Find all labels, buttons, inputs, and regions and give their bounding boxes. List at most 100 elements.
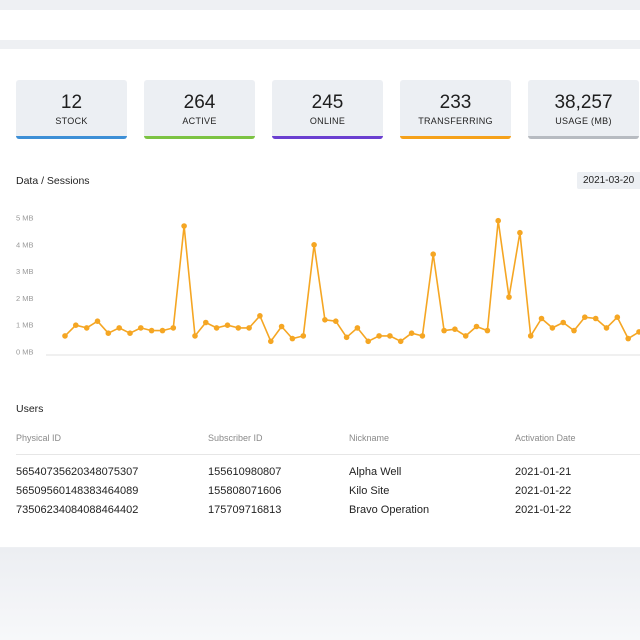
- stat-label: USAGE (MB): [555, 116, 612, 126]
- cell-activation-date: 2021-01-22: [515, 484, 572, 497]
- data-point[interactable]: [484, 327, 491, 334]
- data-point[interactable]: [73, 322, 79, 328]
- y-tick-label: 5 MB: [16, 214, 34, 223]
- data-point[interactable]: [625, 335, 631, 342]
- stat-label: ONLINE: [309, 116, 346, 126]
- data-point[interactable]: [419, 333, 426, 339]
- data-point[interactable]: [268, 338, 274, 345]
- data-point[interactable]: [571, 327, 577, 334]
- y-tick-label: 4 MB: [16, 240, 34, 249]
- users-table: Physical ID Subscriber ID Nickname Activ…: [16, 433, 640, 520]
- y-tick-label: 1 MB: [16, 321, 34, 330]
- page-background-bottom: [0, 548, 640, 640]
- stat-card-online[interactable]: 245 ONLINE: [272, 80, 383, 139]
- data-point[interactable]: [376, 333, 382, 339]
- data-point[interactable]: [495, 217, 502, 224]
- data-point[interactable]: [354, 325, 361, 331]
- table-row[interactable]: 73506234084088464402 175709716813 Bravo …: [16, 501, 640, 521]
- data-point[interactable]: [192, 333, 198, 339]
- data-point[interactable]: [592, 315, 599, 322]
- top-bar: [0, 10, 640, 40]
- data-point[interactable]: [213, 325, 220, 331]
- data-point[interactable]: [148, 327, 155, 334]
- data-point[interactable]: [333, 318, 339, 324]
- cell-activation-date: 2021-01-21: [515, 465, 572, 478]
- column-header-subscriber-id[interactable]: Subscriber ID: [208, 433, 349, 455]
- data-point[interactable]: [387, 333, 393, 339]
- cell-subscriber-id: 155610980807: [208, 465, 282, 478]
- data-point[interactable]: [582, 314, 588, 320]
- data-point[interactable]: [159, 327, 166, 334]
- y-tick-label: 0 MB: [16, 348, 34, 357]
- data-point[interactable]: [636, 329, 640, 335]
- stat-value: 38,257: [554, 92, 613, 113]
- cell-physical-id: 56540735620348075307: [16, 465, 139, 478]
- data-point[interactable]: [116, 325, 122, 331]
- data-point[interactable]: [105, 330, 112, 336]
- stat-card-stock[interactable]: 12 STOCK: [16, 80, 127, 139]
- sessions-line-chart: 0 MB 1 MB 2 MB 3 MB 4 MB 5 MB: [16, 214, 640, 357]
- data-point[interactable]: [127, 330, 133, 336]
- data-point[interactable]: [235, 325, 242, 331]
- table-row[interactable]: 56540735620348075307 155610980807 Alpha …: [16, 454, 640, 481]
- chart-title: Data / Sessions: [16, 175, 90, 187]
- data-point[interactable]: [311, 242, 317, 248]
- cell-physical-id: 73506234084088464402: [16, 504, 139, 517]
- data-point[interactable]: [408, 330, 415, 336]
- y-tick-label: 3 MB: [16, 267, 34, 276]
- data-point[interactable]: [549, 325, 556, 331]
- data-point[interactable]: [181, 223, 187, 229]
- cell-nickname: Alpha Well: [349, 465, 402, 478]
- cell-subscriber-id: 175709716813: [208, 504, 282, 517]
- data-point[interactable]: [614, 314, 621, 320]
- data-point[interactable]: [462, 333, 469, 339]
- data-point[interactable]: [538, 315, 545, 322]
- data-point[interactable]: [246, 325, 252, 331]
- data-point[interactable]: [560, 319, 566, 326]
- data-point[interactable]: [343, 334, 350, 341]
- data-point[interactable]: [138, 325, 144, 331]
- date-picker[interactable]: 2021-03-20: [577, 172, 640, 189]
- stat-label: TRANSFERRING: [418, 116, 493, 126]
- column-header-physical-id[interactable]: Physical ID: [16, 433, 208, 455]
- cell-nickname: Bravo Operation: [349, 504, 430, 517]
- data-point[interactable]: [365, 338, 372, 345]
- data-point[interactable]: [430, 251, 437, 257]
- stat-card-transferring[interactable]: 233 TRANSFERRING: [400, 80, 511, 139]
- data-point[interactable]: [603, 325, 610, 331]
- stat-card-active[interactable]: 264 ACTIVE: [144, 80, 255, 139]
- data-point[interactable]: [300, 333, 307, 339]
- stat-value: 264: [183, 92, 216, 113]
- data-point[interactable]: [62, 333, 68, 339]
- data-point[interactable]: [506, 294, 512, 300]
- data-point[interactable]: [224, 322, 231, 328]
- data-point[interactable]: [170, 325, 177, 331]
- data-point[interactable]: [397, 338, 404, 345]
- table-row[interactable]: 56509560148383464089 155808071606 Kilo S…: [16, 481, 640, 501]
- dashboard-panel: 12 STOCK 264 ACTIVE 245 ONLINE 233 TRANS…: [0, 49, 640, 547]
- data-points: [62, 217, 640, 345]
- data-point[interactable]: [473, 323, 480, 330]
- series-line: [64, 219, 640, 343]
- stat-value: 233: [439, 92, 472, 113]
- cell-nickname: Kilo Site: [349, 484, 390, 497]
- data-point[interactable]: [203, 319, 209, 326]
- data-point[interactable]: [257, 313, 263, 319]
- cell-subscriber-id: 155808071606: [208, 484, 282, 497]
- y-axis: 0 MB 1 MB 2 MB 3 MB 4 MB 5 MB: [16, 214, 34, 357]
- data-point[interactable]: [94, 318, 101, 324]
- stat-value: 245: [311, 92, 344, 113]
- stat-label: STOCK: [55, 116, 88, 126]
- stat-card-usage[interactable]: 38,257 USAGE (MB): [528, 80, 639, 139]
- data-point[interactable]: [441, 327, 447, 334]
- data-point[interactable]: [278, 323, 285, 330]
- data-point[interactable]: [289, 335, 296, 342]
- column-header-activation-date[interactable]: Activation Date: [515, 433, 640, 455]
- column-header-nickname[interactable]: Nickname: [349, 433, 515, 455]
- data-point[interactable]: [452, 326, 458, 332]
- data-point[interactable]: [527, 333, 534, 339]
- data-point[interactable]: [83, 325, 90, 331]
- data-point[interactable]: [517, 229, 523, 236]
- data-point[interactable]: [322, 317, 328, 323]
- users-title: Users: [16, 403, 44, 415]
